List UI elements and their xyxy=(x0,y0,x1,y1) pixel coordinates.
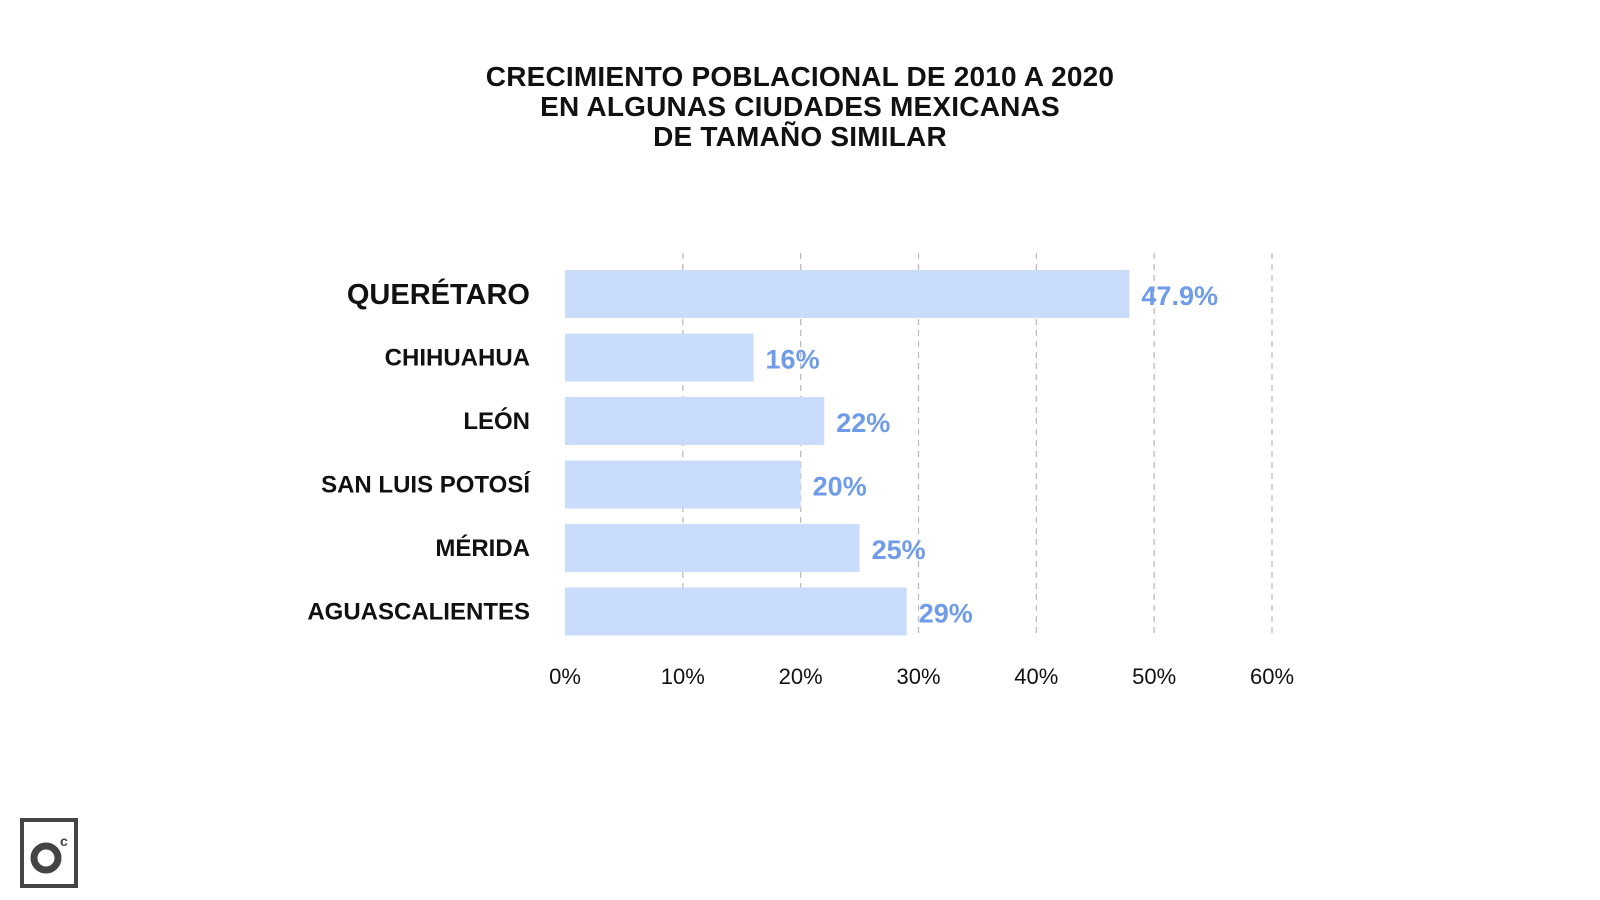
bar xyxy=(565,460,801,509)
category-label: AGUASCALIENTES xyxy=(307,599,530,626)
data-label: 16% xyxy=(766,345,820,375)
bars xyxy=(565,270,1130,636)
category-labels: QUERÉTARO CHIHUAHUA LEÓN SAN LUIS POTOSÍ MÉR… xyxy=(307,277,531,626)
data-label: 25% xyxy=(872,535,926,565)
bar xyxy=(565,524,860,572)
bar xyxy=(565,333,754,382)
x-tick-label: 50% xyxy=(1132,664,1176,689)
x-axis-ticks: 0% 10% 20% 30% 40% 50% 60% xyxy=(549,664,1294,689)
x-tick-label: 0% xyxy=(549,664,581,689)
category-label: QUERÉTARO xyxy=(347,277,530,311)
data-label: 20% xyxy=(813,472,867,502)
x-tick-label: 20% xyxy=(779,664,823,689)
camera-logo-icon: c xyxy=(20,818,78,888)
logo-mark: c xyxy=(30,833,68,874)
value-labels: 47.9% 16% 22% 20% 25% 29% xyxy=(766,281,1218,629)
bar xyxy=(565,270,1130,318)
category-label: SAN LUIS POTOSÍ xyxy=(321,471,531,499)
logo-letter: c xyxy=(60,833,68,849)
x-tick-label: 10% xyxy=(661,664,705,689)
x-tick-label: 60% xyxy=(1250,664,1294,689)
chart-title-line-2: EN ALGUNAS CIUDADES MEXICANAS xyxy=(540,91,1060,122)
bar xyxy=(565,397,825,445)
bar xyxy=(565,587,907,636)
data-label: 47.9% xyxy=(1141,281,1218,311)
category-label: MÉRIDA xyxy=(435,534,530,562)
category-label: LEÓN xyxy=(463,407,530,435)
data-label: 29% xyxy=(919,599,973,629)
chart-title-line-3: DE TAMAÑO SIMILAR xyxy=(653,121,947,152)
category-label: CHIHUAHUA xyxy=(385,345,530,372)
chart-title: CRECIMIENTO POBLACIONAL DE 2010 A 2020 E… xyxy=(0,62,1600,152)
x-tick-label: 40% xyxy=(1014,664,1058,689)
chart-title-line-1: CRECIMIENTO POBLACIONAL DE 2010 A 2020 xyxy=(485,61,1115,92)
data-label: 22% xyxy=(836,408,890,438)
x-tick-label: 30% xyxy=(896,664,940,689)
